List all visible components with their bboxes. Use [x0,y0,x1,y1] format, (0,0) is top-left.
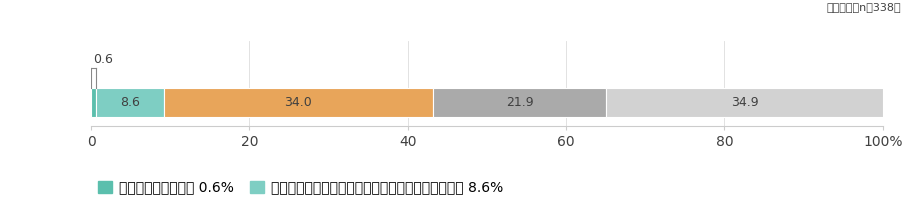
Bar [164,88,433,117]
Bar [433,88,606,117]
Bar [606,88,883,117]
Text: 0.6: 0.6 [94,53,113,66]
Bar [91,88,96,117]
Bar [96,88,164,117]
Text: 34.9: 34.9 [731,96,758,109]
Text: 21.9: 21.9 [506,96,533,109]
Text: 単位：％（n＝338）: 単位：％（n＝338） [826,2,901,12]
Text: 8.6: 8.6 [120,96,140,109]
Text: 34.0: 34.0 [285,96,312,109]
